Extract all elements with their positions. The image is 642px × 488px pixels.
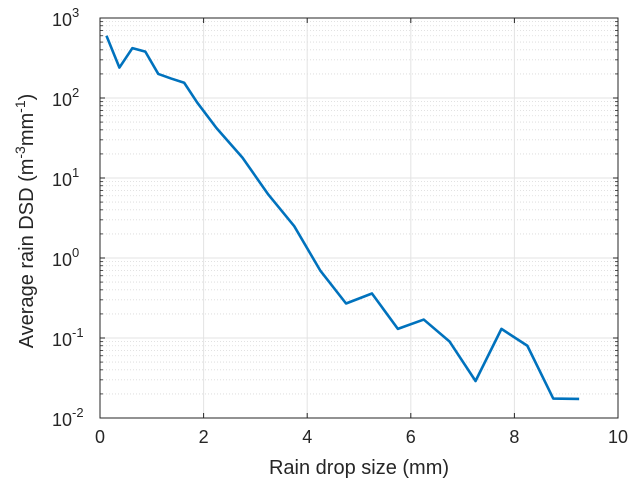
x-tick-label: 8 bbox=[509, 427, 519, 447]
y-tick-label: 103 bbox=[52, 5, 79, 30]
x-tick-label: 0 bbox=[95, 427, 105, 447]
plot-box bbox=[99, 17, 619, 419]
axis-ticks bbox=[99, 17, 619, 419]
x-tick-label: 10 bbox=[608, 427, 628, 447]
x-tick-labels: 0 2 4 6 8 10 bbox=[95, 427, 628, 447]
series-layer bbox=[105, 35, 580, 401]
y-tick-label: 101 bbox=[52, 165, 79, 190]
y-tick-labels: 10-2 10-1 100 101 102 103 bbox=[52, 5, 84, 430]
y-tick-label: 10-1 bbox=[52, 325, 84, 350]
x-tick-label: 6 bbox=[406, 427, 416, 447]
x-tick-label: 2 bbox=[199, 427, 209, 447]
series-line bbox=[105, 35, 580, 401]
x-axis-title: Rain drop size (mm) bbox=[269, 457, 449, 479]
y-axis-title: Average rain DSD (m-3mm-1) bbox=[12, 94, 38, 349]
y-tick-label: 102 bbox=[52, 85, 79, 110]
y-tick-label: 100 bbox=[52, 245, 79, 270]
minor-grid bbox=[100, 21, 618, 395]
y-tick-label: 10-2 bbox=[52, 405, 84, 430]
x-tick-label: 4 bbox=[302, 427, 312, 447]
major-grid bbox=[99, 17, 619, 419]
